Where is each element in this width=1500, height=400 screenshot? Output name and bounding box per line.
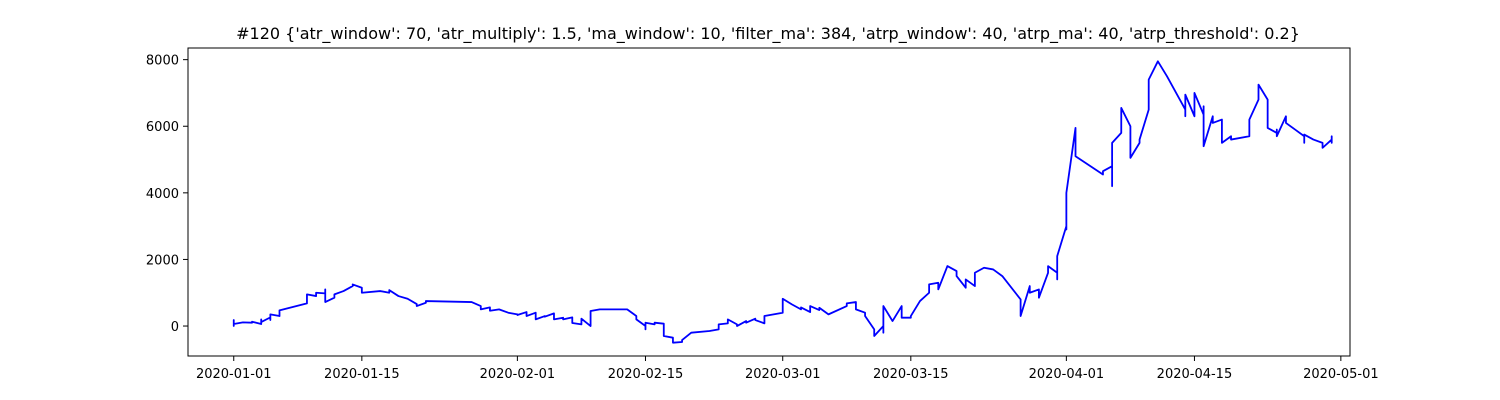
x-tick-label: 2020-03-01 xyxy=(745,367,821,382)
y-tick-label: 6000 xyxy=(146,120,179,135)
x-axis: 2020-01-01 2020-01-15 2020-02-01 2020-02-15… xyxy=(196,356,1379,382)
x-tick-label: 2020-05-01 xyxy=(1303,367,1379,382)
x-tick-label: 2020-02-15 xyxy=(608,367,684,382)
x-tick-label: 2020-01-01 xyxy=(196,367,272,382)
y-tick-label: 2000 xyxy=(146,253,179,268)
series-layer xyxy=(232,60,1333,344)
x-tick-label: 2020-04-15 xyxy=(1157,367,1233,382)
y-tick-label: 0 xyxy=(171,320,179,335)
chart-title: #120 {'atr_window': 70, 'atr_multiply': … xyxy=(236,24,1300,44)
plot-frame xyxy=(187,47,1351,357)
y-tick-label: 4000 xyxy=(146,187,179,202)
x-tick-label: 2020-04-01 xyxy=(1029,367,1105,382)
series-line xyxy=(232,60,1333,344)
x-tick-label: 2020-03-15 xyxy=(873,367,949,382)
x-tick-label: 2020-01-15 xyxy=(324,367,400,382)
y-axis: 0 2000 4000 6000 8000 xyxy=(146,54,188,335)
x-tick-label: 2020-02-01 xyxy=(480,367,556,382)
y-tick-label: 8000 xyxy=(146,54,179,69)
plot-area: 2020-01-01 2020-01-15 2020-02-01 2020-02-15… xyxy=(146,47,1379,382)
